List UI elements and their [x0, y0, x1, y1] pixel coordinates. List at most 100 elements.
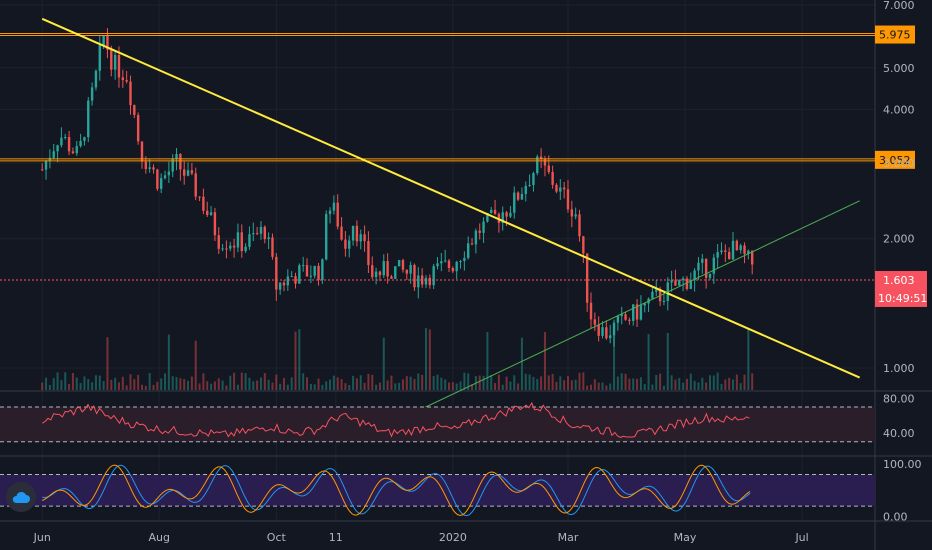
volume-bar — [513, 375, 516, 390]
candle-body — [505, 212, 508, 217]
volume-bar — [566, 376, 569, 390]
candle-body — [632, 304, 635, 321]
candle-body — [747, 250, 750, 254]
volume-bar — [332, 375, 335, 390]
volume-bar — [601, 382, 604, 390]
rsi-band — [0, 407, 875, 442]
candle-body — [301, 265, 305, 267]
tradingview-logo[interactable] — [6, 482, 36, 512]
candle-body — [71, 151, 75, 154]
candle-body — [743, 245, 746, 254]
candle-body — [693, 270, 696, 281]
candle-body — [432, 266, 435, 286]
candle-body — [136, 114, 140, 142]
candle-body — [186, 170, 190, 176]
candle-body — [244, 246, 247, 252]
volume-bar — [329, 379, 332, 390]
candle-body — [413, 264, 416, 288]
volume-bar — [628, 378, 631, 390]
volume-bar — [83, 376, 86, 390]
candle-body — [727, 251, 731, 260]
candle-body — [478, 230, 481, 233]
candle-body — [359, 234, 362, 242]
trendline — [420, 200, 860, 411]
volume-bar — [467, 373, 470, 390]
volume-bar — [716, 372, 719, 390]
volume-bar — [313, 384, 316, 390]
volume-bar — [448, 382, 451, 390]
volume-bar — [712, 375, 715, 390]
volume-bar — [121, 376, 124, 390]
candle-body — [639, 305, 643, 320]
volume-bar — [605, 385, 608, 390]
volume-bar — [68, 383, 71, 390]
price-tick-label: 2.000 — [883, 233, 915, 246]
volume-bar — [282, 378, 285, 390]
candle-body — [255, 233, 259, 235]
candle-body — [593, 319, 597, 325]
volume-bars — [41, 328, 754, 390]
volume-bar — [732, 379, 735, 390]
volume-bar — [428, 329, 431, 390]
candle-body — [229, 245, 232, 249]
volume-bar — [60, 380, 63, 390]
candle-body — [240, 232, 243, 252]
volume-bar — [56, 372, 59, 390]
candle-body — [152, 167, 155, 170]
candle-body — [175, 153, 178, 159]
volume-bar — [194, 340, 197, 390]
volume-bar — [547, 375, 550, 390]
volume-bar — [217, 378, 220, 390]
volume-bar — [394, 383, 397, 390]
volume-bar — [137, 374, 140, 390]
volume-bar — [148, 372, 151, 390]
candle-body — [635, 304, 639, 320]
candle-body — [163, 175, 167, 179]
volume-bar — [471, 384, 474, 390]
volume-bar — [175, 377, 178, 390]
volume-bar — [225, 385, 228, 390]
candle-body — [129, 81, 132, 106]
volume-bar — [206, 381, 209, 390]
volume-bar — [179, 378, 182, 390]
volume-bar — [210, 383, 213, 390]
candle-body — [720, 250, 723, 253]
candle-body — [440, 261, 443, 264]
candle-body — [52, 151, 55, 158]
volume-bar — [386, 380, 389, 390]
candle-body — [678, 280, 681, 286]
candle-body — [578, 214, 581, 237]
volume-bar — [555, 381, 558, 390]
candle-body — [482, 221, 485, 233]
volume-bar — [536, 378, 539, 390]
volume-bar — [693, 380, 696, 390]
volume-bar — [409, 376, 412, 390]
candle-body — [144, 161, 148, 169]
volume-bar — [140, 384, 143, 390]
candle-body — [313, 265, 316, 276]
candle-body — [198, 196, 201, 198]
volume-bar — [563, 380, 566, 390]
candle-body — [624, 314, 627, 320]
volume-bar — [509, 381, 512, 390]
volume-bar — [306, 377, 309, 390]
volume-bar — [455, 383, 458, 390]
candle-body — [294, 276, 297, 284]
volume-bar — [540, 376, 543, 390]
candle-body — [336, 202, 339, 227]
volume-bar — [152, 384, 155, 390]
volume-bar — [624, 373, 627, 390]
candle-body — [470, 243, 474, 245]
candle-body — [689, 280, 692, 289]
volume-bar — [497, 374, 500, 390]
current-price-tag — [875, 270, 927, 307]
volume-bar — [570, 380, 573, 390]
candle-body — [351, 225, 355, 241]
volume-bar — [252, 381, 255, 390]
volume-bar — [551, 373, 554, 390]
volume-bar — [91, 382, 94, 390]
volume-bar — [685, 378, 688, 390]
volume-bar — [639, 377, 642, 390]
candle-body — [232, 245, 236, 248]
